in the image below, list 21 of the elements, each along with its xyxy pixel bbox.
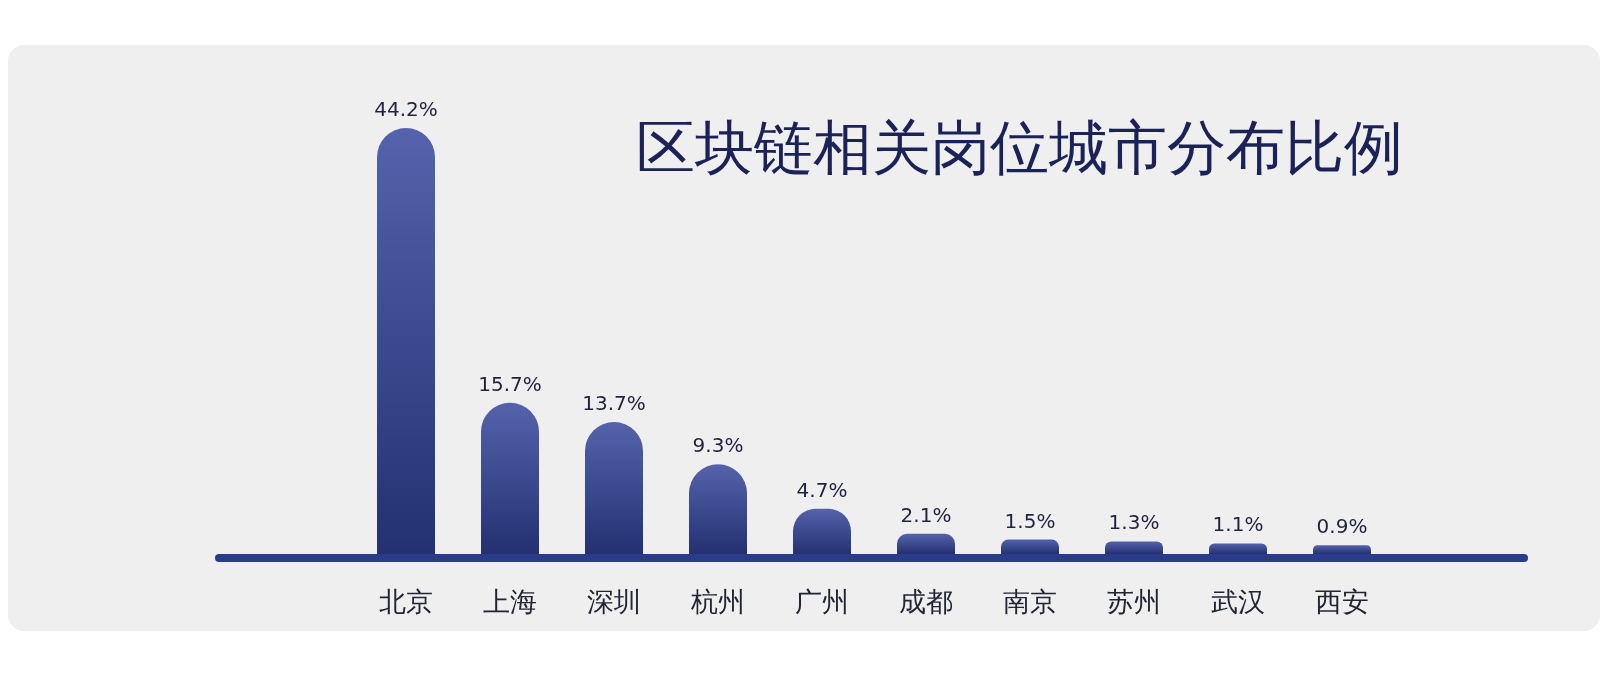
x-tick-label: 北京: [379, 586, 433, 617]
data-label: 1.1%: [1212, 512, 1264, 537]
x-tick-label: 苏州: [1107, 586, 1161, 617]
data-label: 4.7%: [796, 477, 848, 502]
data-label: 15.7%: [478, 371, 542, 396]
x-tick-label: 武汉: [1211, 586, 1265, 617]
data-label: 1.3%: [1108, 510, 1160, 535]
x-tick-label: 深圳: [587, 586, 641, 617]
x-tick-label: 广州: [795, 586, 849, 617]
data-label: 2.1%: [900, 502, 952, 527]
x-tick-label: 西安: [1315, 586, 1369, 617]
x-tick-label: 成都: [899, 586, 953, 617]
x-tick-label: 南京: [1003, 586, 1057, 617]
chart-title: 区块链相关岗位城市分布比例: [635, 113, 1403, 182]
data-label: 0.9%: [1316, 514, 1368, 539]
data-label: 13.7%: [582, 390, 646, 415]
data-label: 9.3%: [692, 433, 744, 458]
data-label: 44.2%: [374, 97, 438, 121]
x-tick-label: 上海: [483, 586, 537, 617]
x-tick-label: 杭州: [690, 586, 745, 617]
data-label: 1.5%: [1004, 508, 1056, 533]
